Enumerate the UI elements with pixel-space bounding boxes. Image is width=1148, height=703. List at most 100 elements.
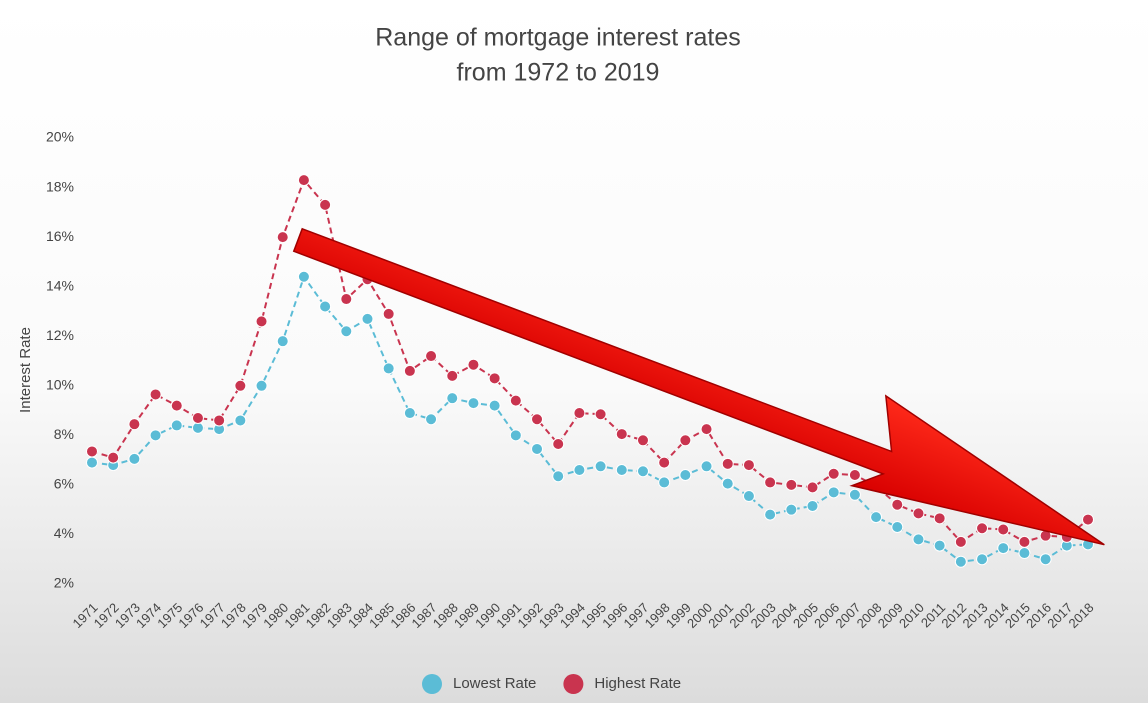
y-axis-label: Interest Rate	[17, 327, 34, 413]
data-point	[128, 452, 141, 465]
data-point	[276, 335, 289, 348]
data-point	[679, 434, 692, 447]
data-point	[149, 429, 162, 442]
data-point	[764, 476, 777, 489]
data-point	[255, 315, 268, 328]
data-point	[1018, 535, 1031, 548]
data-point	[785, 503, 798, 516]
data-point	[425, 350, 438, 363]
data-point	[764, 508, 777, 521]
data-point	[997, 523, 1010, 536]
data-point	[467, 358, 480, 371]
y-tick-label: 16%	[46, 228, 74, 244]
data-point	[721, 457, 734, 470]
data-point	[785, 478, 798, 491]
data-point	[615, 428, 628, 441]
y-tick-label: 14%	[46, 277, 74, 293]
data-point	[679, 468, 692, 481]
data-point	[340, 293, 353, 306]
data-point	[403, 364, 416, 377]
y-tick-label: 20%	[46, 129, 74, 145]
data-point	[954, 555, 967, 568]
data-point	[806, 481, 819, 494]
y-tick-label: 2%	[54, 575, 74, 591]
legend-label: Highest Rate	[594, 675, 681, 692]
data-point	[213, 414, 226, 427]
y-tick-label: 10%	[46, 376, 74, 392]
data-point	[467, 397, 480, 410]
data-point	[234, 414, 247, 427]
data-point	[382, 362, 395, 375]
data-point	[531, 413, 544, 426]
data-point	[891, 521, 904, 534]
data-point	[191, 421, 204, 434]
chart-title: Range of mortgage interest rates	[375, 24, 740, 52]
data-point	[191, 411, 204, 424]
data-point	[361, 312, 374, 325]
data-point	[912, 533, 925, 546]
data-point	[552, 470, 565, 483]
data-point	[658, 476, 671, 489]
legend-marker	[422, 674, 442, 694]
data-point	[636, 465, 649, 478]
y-tick-label: 18%	[46, 178, 74, 194]
data-point	[573, 464, 586, 477]
data-point	[488, 372, 501, 385]
data-point	[403, 407, 416, 420]
data-point	[86, 445, 98, 458]
data-point	[149, 388, 162, 401]
series-line	[91, 274, 1089, 563]
data-point	[509, 429, 522, 442]
data-point	[594, 408, 607, 421]
data-point	[700, 460, 713, 473]
data-point	[425, 413, 438, 426]
data-point	[446, 369, 459, 382]
data-point	[997, 542, 1010, 555]
data-point	[297, 270, 310, 283]
data-point	[488, 399, 501, 412]
data-point	[848, 488, 861, 501]
data-point	[933, 512, 946, 525]
y-tick-label: 12%	[46, 327, 74, 343]
data-point	[636, 434, 649, 447]
legend: Lowest Rate Highest Rate	[422, 674, 681, 694]
data-point	[1018, 547, 1031, 560]
data-point	[806, 499, 819, 512]
data-point	[107, 451, 120, 464]
data-point	[276, 231, 289, 244]
y-tick-label: 4%	[54, 525, 74, 541]
data-point	[573, 407, 586, 420]
data-point	[700, 423, 713, 436]
data-point	[170, 419, 183, 432]
data-point	[742, 459, 755, 472]
data-point	[658, 456, 671, 469]
data-point	[255, 379, 268, 392]
data-point	[234, 379, 247, 392]
data-point	[827, 486, 840, 499]
trend-arrow	[292, 227, 1105, 546]
data-point	[170, 399, 183, 412]
data-point	[86, 456, 98, 469]
data-point	[891, 498, 904, 511]
chart-subtitle: from 1972 to 2019	[457, 59, 660, 87]
data-point	[976, 553, 989, 566]
data-point	[976, 522, 989, 535]
data-point	[933, 539, 946, 552]
data-point	[382, 307, 395, 320]
data-point	[509, 394, 522, 407]
data-point	[1082, 513, 1094, 526]
data-point	[594, 460, 607, 473]
data-point	[912, 507, 925, 520]
data-point	[552, 438, 565, 451]
legend-marker	[563, 674, 584, 694]
data-point	[319, 300, 332, 313]
data-point	[340, 325, 353, 338]
y-tick-label: 6%	[54, 476, 74, 492]
data-point	[128, 418, 141, 431]
y-tick-label: 8%	[54, 426, 74, 442]
legend-label: Lowest Rate	[453, 675, 536, 692]
data-point	[1039, 553, 1052, 566]
data-point	[870, 511, 883, 524]
